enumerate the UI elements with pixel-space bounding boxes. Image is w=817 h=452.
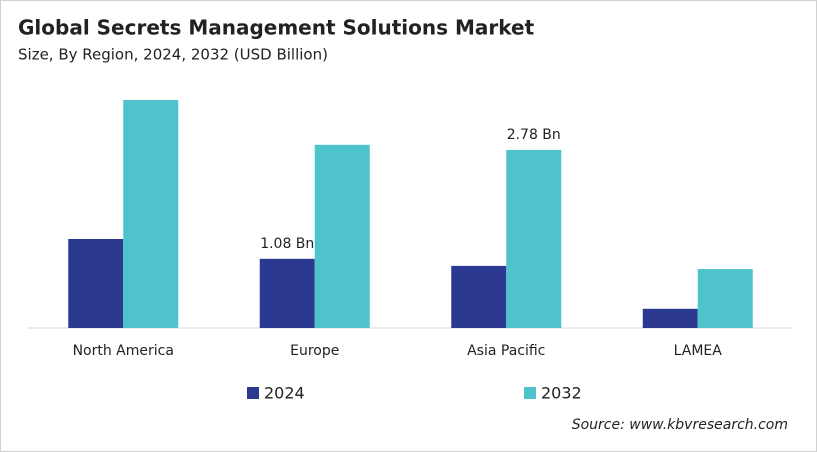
chart-title: Global Secrets Management Solutions Mark…	[18, 16, 535, 40]
bar	[451, 265, 507, 328]
bar	[259, 258, 315, 328]
bar	[68, 238, 124, 328]
x-tick-label: LAMEA	[674, 343, 723, 359]
bar	[314, 144, 370, 328]
legend-swatch	[524, 387, 536, 399]
bar	[642, 308, 698, 328]
x-tick-label: Europe	[290, 343, 339, 359]
bar	[123, 100, 179, 328]
x-tick-label: Asia Pacific	[467, 343, 545, 359]
x-tick-label: North America	[73, 343, 174, 359]
legend-label: 2032	[541, 384, 582, 403]
legend-swatch	[247, 387, 259, 399]
data-label: 1.08 Bn	[260, 236, 314, 252]
bar	[697, 269, 753, 328]
source: Source: www.kbvresearch.com	[572, 417, 788, 433]
data-label: 2.78 Bn	[507, 127, 561, 143]
chart-subtitle: Size, By Region, 2024, 2032 (USD Billion…	[18, 46, 328, 64]
legend-label: 2024	[264, 384, 305, 403]
bar	[506, 149, 562, 328]
